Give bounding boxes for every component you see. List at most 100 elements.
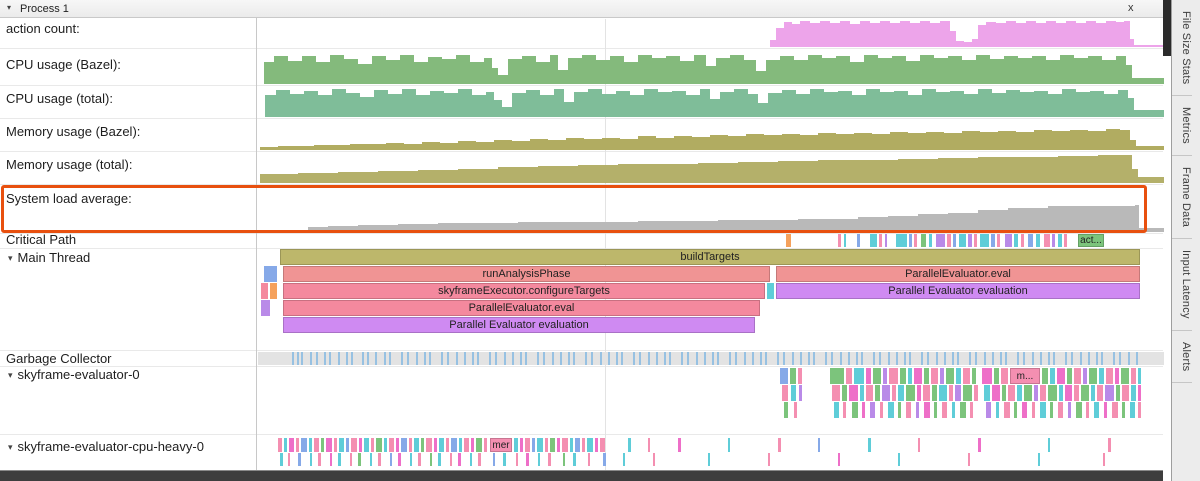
track-label-mem-total[interactable]: Memory usage (total): [6,157,133,172]
trace-slice[interactable] [1131,368,1136,384]
trace-slice[interactable] [1014,234,1018,247]
trace-slice[interactable] [885,234,887,247]
tab-input-latency[interactable]: Input Latency [1172,239,1192,331]
trace-slice[interactable] [1008,385,1015,401]
gc-event-slice[interactable] [512,352,514,365]
gc-event-slice[interactable] [856,352,858,365]
trace-slice[interactable] [1122,402,1125,418]
gc-event-slice[interactable] [639,352,641,365]
trace-slice[interactable]: runAnalysisPhase [283,266,770,282]
trace-slice[interactable] [309,438,312,452]
trace-slice[interactable] [790,368,796,384]
trace-slice[interactable] [818,438,820,452]
trace-slice[interactable] [906,385,915,401]
gc-event-slice[interactable] [813,352,815,365]
gc-event-slice[interactable] [936,352,938,365]
trace-slice[interactable] [882,385,890,401]
trace-slice[interactable] [846,368,852,384]
gc-event-slice[interactable] [909,352,911,365]
trace-slice[interactable] [924,402,930,418]
trace-slice[interactable] [503,453,506,466]
horizontal-scrollbar[interactable] [0,470,1163,481]
trace-slice[interactable] [538,453,540,466]
disclosure-triangle-icon[interactable]: ▾ [8,253,13,263]
trace-slice[interactable] [264,266,277,282]
trace-slice[interactable] [1138,368,1141,384]
trace-slice[interactable] [1091,385,1095,401]
gc-event-slice[interactable] [537,352,539,365]
gc-event-slice[interactable] [543,352,545,365]
timeline-tracks[interactable]: act... buildTargets runAnalysisPhase Parall… [258,0,1164,470]
gc-event-slice[interactable] [608,352,610,365]
trace-slice[interactable] [370,453,372,466]
trace-slice[interactable] [458,453,461,466]
gc-event-slice[interactable] [424,352,426,365]
trace-slice[interactable] [1001,368,1008,384]
trace-slice[interactable] [708,453,710,466]
trace-slice[interactable] [1106,368,1113,384]
trace-slice[interactable] [992,385,1000,401]
gc-event-slice[interactable] [831,352,833,365]
gc-event-slice[interactable] [975,352,977,365]
gc-event-slice[interactable] [552,352,554,365]
trace-slice[interactable] [970,402,973,418]
gc-event-slice[interactable] [600,352,602,365]
gc-event-slice[interactable] [765,352,767,365]
gc-event-slice[interactable] [310,352,312,365]
trace-slice[interactable] [439,438,444,452]
trace-slice[interactable] [389,438,394,452]
gc-event-slice[interactable] [687,352,689,365]
gc-event-slice[interactable] [585,352,587,365]
trace-slice[interactable] [892,385,896,401]
trace-slice[interactable] [832,385,840,401]
trace-slice[interactable] [880,402,883,418]
trace-slice[interactable] [960,402,966,418]
gc-event-slice[interactable] [896,352,898,365]
gc-event-slice[interactable] [447,352,449,365]
tab-metrics[interactable]: Metrics [1172,96,1192,157]
trace-slice[interactable] [1044,234,1050,247]
track-label-cpu-bazel[interactable]: CPU usage (Bazel): [6,57,121,72]
trace-slice[interactable] [963,368,970,384]
gc-event-slice[interactable] [840,352,842,365]
trace-slice[interactable] [537,438,543,452]
trace-slice[interactable] [1038,453,1040,466]
track-label-skyframe-evaluator-0[interactable]: ▾ skyframe-evaluator-0 [8,367,140,382]
trace-slice[interactable] [955,385,961,401]
gc-event-slice[interactable] [495,352,497,365]
trace-slice[interactable] [623,453,625,466]
gc-event-slice[interactable] [472,352,474,365]
trace-slice[interactable] [628,438,631,452]
gc-event-slice[interactable] [1000,352,1002,365]
trace-slice[interactable] [1130,402,1135,418]
trace-slice[interactable] [982,368,992,384]
gc-event-slice[interactable] [717,352,719,365]
trace-slice[interactable] [916,402,919,418]
gc-event-slice[interactable] [477,352,479,365]
trace-slice[interactable] [980,234,989,247]
trace-slice[interactable] [418,453,421,466]
trace-slice[interactable] [1103,453,1105,466]
gc-event-slice[interactable] [681,352,683,365]
gc-event-slice[interactable] [1096,352,1098,365]
trace-slice[interactable] [1138,402,1141,418]
trace-slice[interactable] [493,453,495,466]
gc-event-slice[interactable] [591,352,593,365]
trace-slice[interactable] [728,438,730,452]
trace-slice[interactable] [784,402,788,418]
trace-slice[interactable] [280,453,283,466]
trace-slice[interactable] [1050,402,1053,418]
trace-slice[interactable] [548,453,551,466]
gc-event-slice[interactable] [861,352,863,365]
trace-slice[interactable] [1097,385,1103,401]
trace-slice[interactable] [949,385,953,401]
trace-slice[interactable] [860,385,864,401]
trace-slice[interactable] [464,438,469,452]
trace-slice[interactable] [1064,234,1067,247]
trace-slice[interactable] [298,453,301,466]
gc-event-slice[interactable] [729,352,731,365]
trace-slice[interactable] [1021,234,1024,247]
track-label-skyframe-evaluator-cpu-heavy-0[interactable]: ▾ skyframe-evaluator-cpu-heavy-0 [8,439,204,454]
trace-slice[interactable] [545,438,548,452]
trace-slice[interactable] [451,438,457,452]
